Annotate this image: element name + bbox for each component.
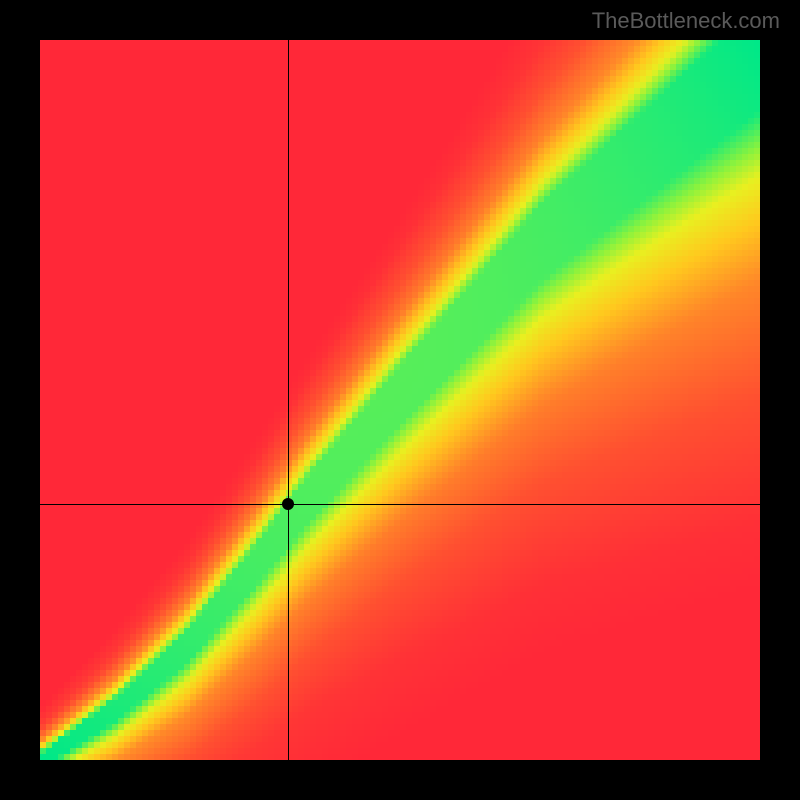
heatmap-canvas	[40, 40, 760, 760]
crosshair-vertical	[288, 40, 289, 760]
crosshair-horizontal	[40, 504, 760, 505]
crosshair-marker	[282, 498, 294, 510]
watermark-text: TheBottleneck.com	[592, 8, 780, 34]
heatmap-plot	[40, 40, 760, 760]
